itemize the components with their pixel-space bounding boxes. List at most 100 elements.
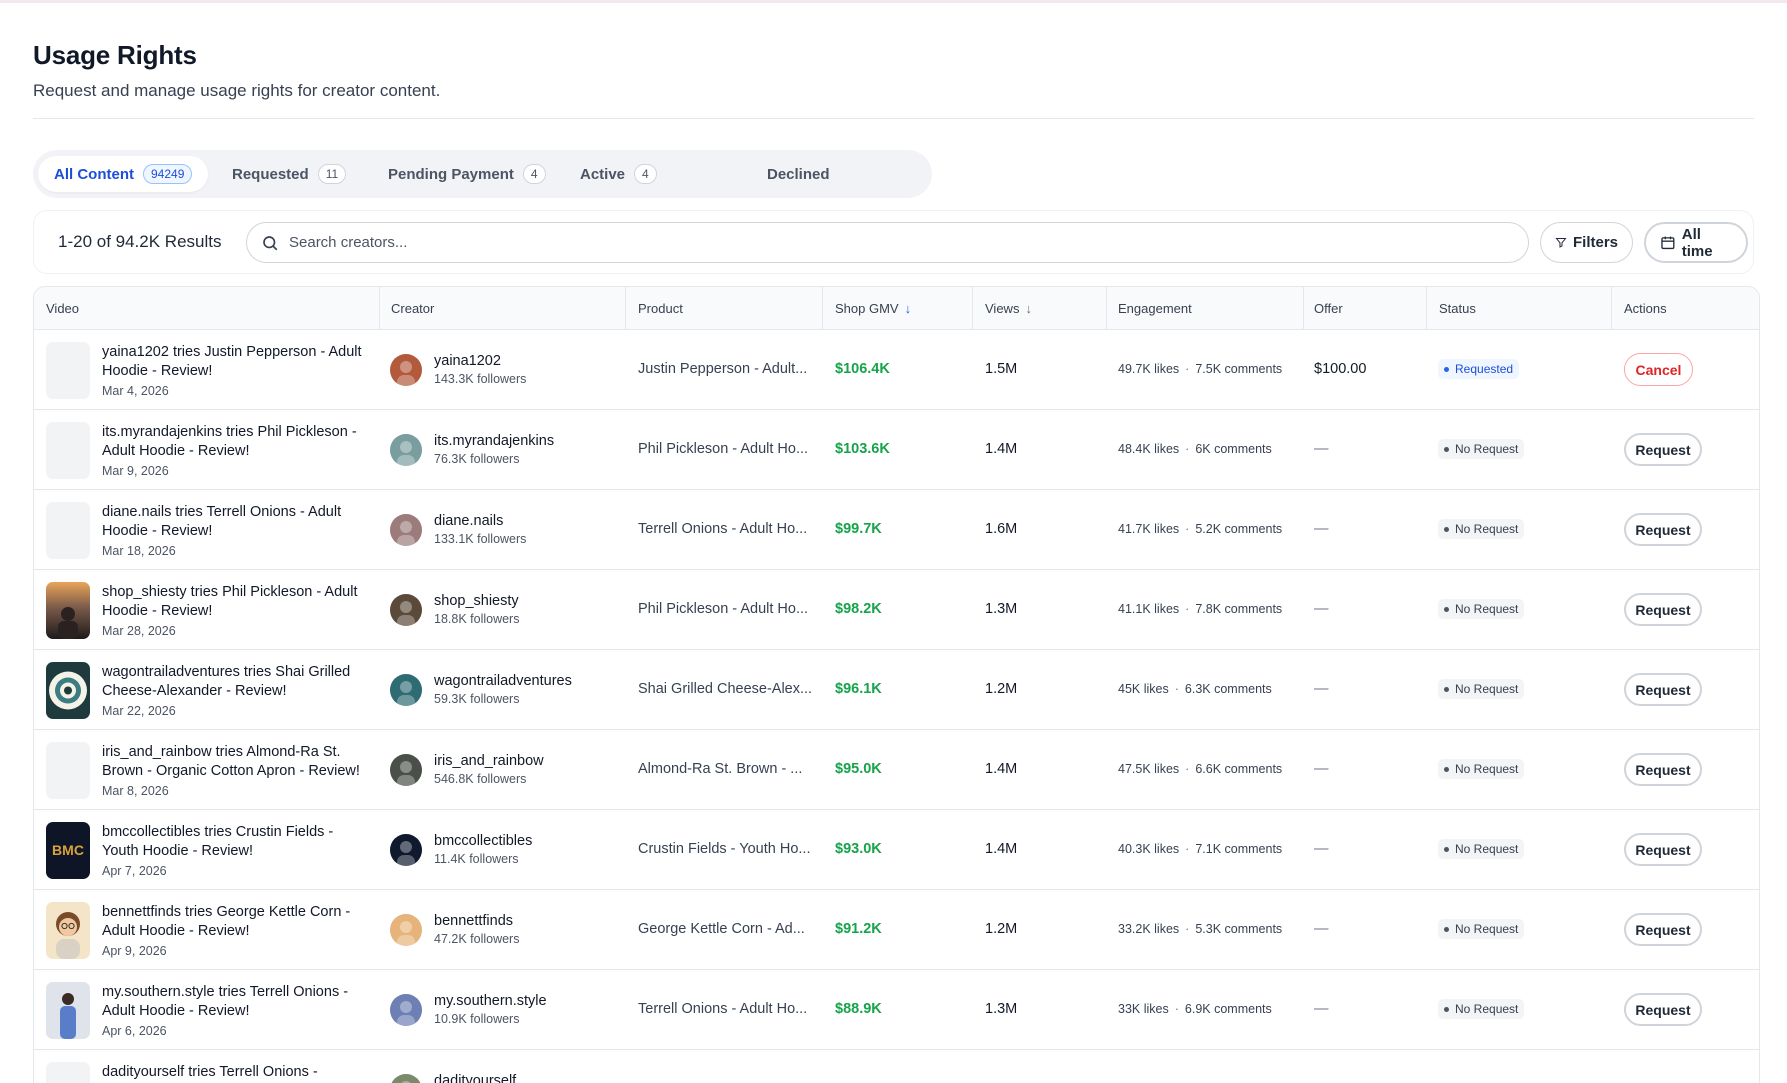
video-date: Mar 22, 2026: [102, 704, 176, 718]
table-header: Video Creator Product Shop GMV ↓ Views ↓ E…: [34, 287, 1759, 330]
creator-name[interactable]: dadityourself: [434, 1073, 517, 1083]
request-button[interactable]: Request: [1624, 913, 1702, 946]
table-row[interactable]: yaina1202 tries Justin Pepperson - Adult…: [34, 330, 1759, 410]
table-row[interactable]: its.myrandajenkins tries Phil Pickleson …: [34, 410, 1759, 490]
tab-all-content[interactable]: All Content 94249: [38, 156, 209, 192]
status-badge: No Request: [1438, 519, 1525, 539]
video-date: Mar 8, 2026: [102, 784, 169, 798]
column-header-shop-gmv[interactable]: Shop GMV ↓: [835, 301, 912, 316]
status-label: Requested: [1455, 362, 1514, 376]
video-thumbnail[interactable]: [46, 342, 90, 399]
request-button[interactable]: Request: [1624, 513, 1702, 546]
arrow-down-icon: ↓: [1025, 301, 1032, 316]
table-row[interactable]: wagontrailadventures tries Shai Grilled …: [34, 650, 1759, 730]
creator-followers: 133.1K followers: [434, 532, 527, 546]
request-button[interactable]: Request: [1624, 993, 1702, 1026]
table-body: yaina1202 tries Justin Pepperson - Adult…: [34, 330, 1759, 1083]
tab-pending-payment[interactable]: Pending Payment 4: [372, 156, 562, 192]
creator-name[interactable]: bmccollectibles: [434, 833, 533, 849]
column-header-actions: Actions: [1624, 301, 1667, 316]
views-count: 1.5M: [985, 361, 1018, 377]
comments-count: 5.2K comments: [1195, 522, 1283, 536]
creator-name[interactable]: diane.nails: [434, 513, 504, 529]
status-tabs: All Content 94249 Requested 11 Pending P…: [33, 150, 932, 198]
video-title[interactable]: dadityourself tries Terrell Onions -: [102, 1064, 318, 1080]
tab-declined[interactable]: Declined: [751, 156, 846, 192]
video-thumbnail[interactable]: [46, 422, 90, 479]
request-button[interactable]: Request: [1624, 753, 1702, 786]
separator-dot: ·: [1185, 362, 1190, 376]
comments-count: 5.3K comments: [1195, 922, 1283, 936]
video-title[interactable]: bennettfinds tries George Kettle Corn - …: [102, 904, 351, 939]
table-row[interactable]: shop_shiesty tries Phil Pickleson - Adul…: [34, 570, 1759, 650]
shop-gmv: $93.0K: [835, 841, 882, 857]
column-divider: [822, 287, 823, 330]
search-box[interactable]: [246, 222, 1529, 263]
separator-dot: ·: [1185, 602, 1190, 616]
request-button[interactable]: Request: [1624, 433, 1702, 466]
table-row[interactable]: BMC bmccollectibles tries Crustin Fields …: [34, 810, 1759, 890]
search-input[interactable]: [289, 234, 1489, 251]
column-header-engagement: Engagement: [1118, 301, 1192, 316]
video-title[interactable]: diane.nails tries Terrell Onions - Adult…: [102, 504, 342, 539]
table-row[interactable]: dadityourself tries Terrell Onions - dad…: [34, 1050, 1759, 1083]
tab-requested[interactable]: Requested 11: [216, 156, 362, 192]
video-title[interactable]: its.myrandajenkins tries Phil Pickleson …: [102, 424, 357, 459]
video-title[interactable]: yaina1202 tries Justin Pepperson - Adult…: [102, 344, 362, 379]
offer-amount: —: [1314, 921, 1329, 937]
offer-amount: —: [1314, 521, 1329, 537]
video-thumbnail[interactable]: [46, 1062, 90, 1083]
video-title[interactable]: iris_and_rainbow tries Almond-Ra St. Bro…: [102, 744, 360, 779]
tab-active[interactable]: Active 4: [564, 156, 673, 192]
filters-button[interactable]: Filters: [1540, 222, 1633, 263]
video-title[interactable]: shop_shiesty tries Phil Pickleson - Adul…: [102, 584, 358, 619]
table-row[interactable]: bennettfinds tries George Kettle Corn - …: [34, 890, 1759, 970]
product-name: Almond-Ra St. Brown - ...: [638, 761, 803, 777]
column-divider: [625, 287, 626, 330]
tab-label: All Content: [54, 165, 134, 183]
date-range-button[interactable]: All time: [1644, 222, 1748, 263]
cancel-button[interactable]: Cancel: [1624, 353, 1693, 386]
creator-name[interactable]: iris_and_rainbow: [434, 753, 544, 769]
date-range-label: All time: [1681, 225, 1713, 260]
views-count: 1.6M: [985, 521, 1018, 537]
status-dot: [1444, 366, 1449, 372]
separator-dot: ·: [1185, 762, 1190, 776]
status-dot: [1444, 446, 1449, 452]
video-thumbnail[interactable]: [46, 902, 90, 959]
product-name: George Kettle Corn - Ad...: [638, 921, 805, 937]
video-thumbnail[interactable]: BMC: [46, 822, 90, 879]
creator-name[interactable]: bennettfinds: [434, 913, 514, 929]
column-divider: [1426, 287, 1427, 330]
creator-name[interactable]: shop_shiesty: [434, 593, 519, 609]
video-thumbnail[interactable]: [46, 582, 90, 639]
request-button[interactable]: Request: [1624, 833, 1702, 866]
video-title[interactable]: bmccollectibles tries Crustin Fields - Y…: [102, 824, 334, 859]
video-title[interactable]: my.southern.style tries Terrell Onions -…: [102, 984, 349, 1019]
creator-name[interactable]: its.myrandajenkins: [434, 433, 555, 449]
video-thumbnail[interactable]: [46, 742, 90, 799]
shop-gmv: $106.4K: [835, 361, 890, 377]
video-date: Mar 18, 2026: [102, 544, 176, 558]
column-header-views[interactable]: Views ↓: [985, 301, 1032, 316]
table-row[interactable]: my.southern.style tries Terrell Onions -…: [34, 970, 1759, 1050]
video-thumbnail[interactable]: [46, 662, 90, 719]
comments-count: 7.8K comments: [1195, 602, 1283, 616]
column-header-product: Product: [638, 301, 683, 316]
video-title[interactable]: wagontrailadventures tries Shai Grilled …: [102, 664, 351, 699]
creator-name[interactable]: wagontrailadventures: [434, 673, 572, 689]
status-badge: No Request: [1438, 839, 1525, 859]
table-row[interactable]: iris_and_rainbow tries Almond-Ra St. Bro…: [34, 730, 1759, 810]
status-label: No Request: [1455, 522, 1519, 536]
video-thumbnail[interactable]: [46, 982, 90, 1039]
creator-name[interactable]: yaina1202: [434, 353, 501, 369]
status-dot: [1444, 846, 1449, 852]
tab-label: Declined: [767, 165, 830, 183]
request-button[interactable]: Request: [1624, 673, 1702, 706]
creator-name[interactable]: my.southern.style: [434, 993, 547, 1009]
table-row[interactable]: diane.nails tries Terrell Onions - Adult…: [34, 490, 1759, 570]
video-thumbnail[interactable]: [46, 502, 90, 559]
tab-label: Requested: [232, 165, 309, 183]
status-dot: [1444, 606, 1449, 612]
request-button[interactable]: Request: [1624, 593, 1702, 626]
